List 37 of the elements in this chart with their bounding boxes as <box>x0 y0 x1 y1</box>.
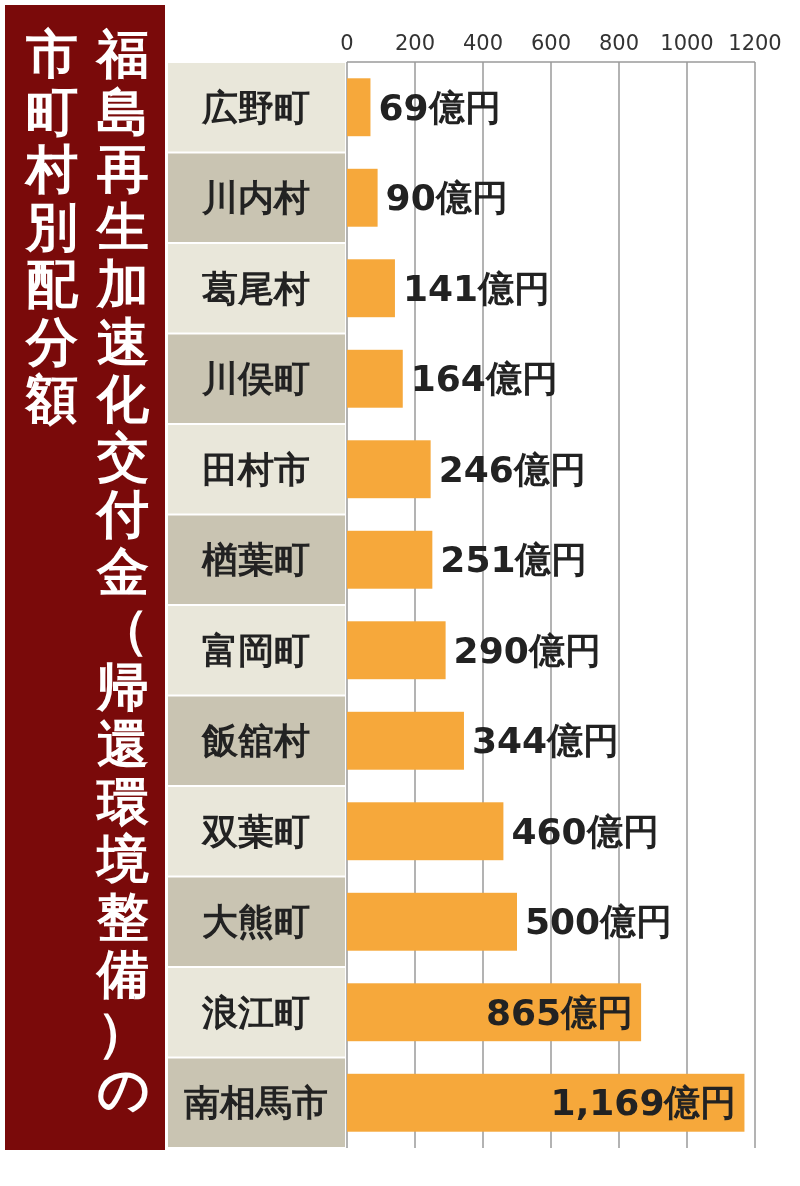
bar <box>347 349 403 408</box>
x-tick-label: 800 <box>598 31 640 55</box>
y-tick-label: 大熊町 <box>202 901 310 943</box>
y-tick-label: 葛尾村 <box>202 267 310 309</box>
x-tick-label: 600 <box>530 31 572 55</box>
x-tick-label: 0 <box>340 31 354 55</box>
text: 市町村別配分額 <box>24 24 79 429</box>
x-tick-label: 400 <box>462 31 504 55</box>
y-tick-label: 南相馬市 <box>184 1082 328 1124</box>
y-tick-label: 楢葉町 <box>201 539 310 581</box>
x-tick-label: 200 <box>394 31 436 55</box>
data-label: 500億円 <box>525 901 673 943</box>
data-label: 164億円 <box>410 358 558 400</box>
y-tick-label: 広野町 <box>201 86 310 128</box>
data-label: 69億円 <box>378 86 501 128</box>
bar <box>347 168 378 227</box>
y-tick-label: 富岡町 <box>202 629 310 671</box>
data-label: 460億円 <box>511 810 659 852</box>
bar <box>347 78 371 137</box>
x-tick-label: 1000 <box>660 31 714 55</box>
data-label: 90億円 <box>385 177 508 219</box>
y-tick-label: 双葉町 <box>201 810 310 852</box>
chart-title: 福島再生加速化交付金（帰還環境整備）の <box>96 24 150 1119</box>
data-label: 246億円 <box>438 448 586 490</box>
y-tick-label: 飯舘村 <box>201 720 310 762</box>
data-label: 344億円 <box>471 720 620 762</box>
x-tick-label: 1200 <box>728 31 782 55</box>
data-label: 251億円 <box>440 539 588 581</box>
data-label: 1,169億円 <box>550 1082 737 1124</box>
data-label: 141億円 <box>402 267 551 309</box>
y-tick-label: 川内村 <box>201 177 310 219</box>
y-tick-label: 田村市 <box>202 448 310 490</box>
data-label: 865億円 <box>485 991 634 1033</box>
bar <box>347 259 395 318</box>
y-tick-label: 浪江町 <box>201 991 310 1033</box>
y-tick-label: 川俣町 <box>201 358 310 400</box>
data-label: 290億円 <box>453 629 601 671</box>
